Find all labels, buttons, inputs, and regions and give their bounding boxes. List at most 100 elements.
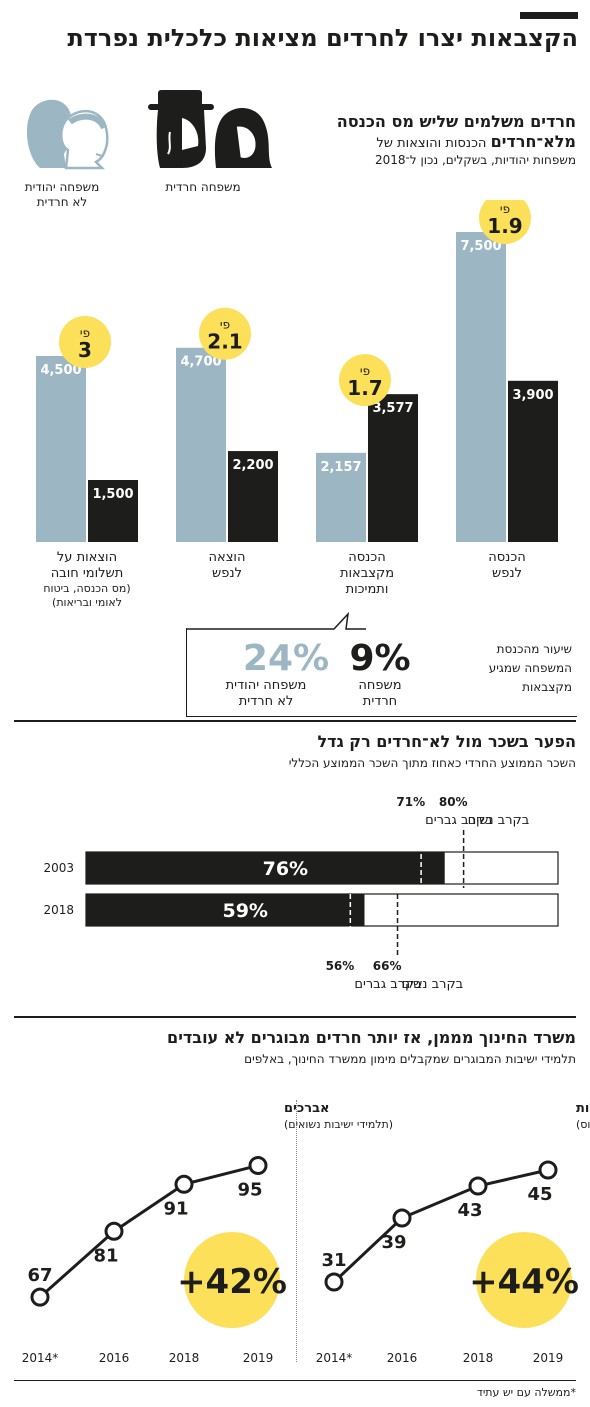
- bar-nonharedi: [316, 452, 366, 542]
- nonharedi-pct-label-line1: משפחה יהודית: [225, 678, 307, 693]
- ratio-value: 2.1: [207, 330, 242, 354]
- wage-marker-value: 56%: [326, 959, 355, 973]
- header-accent-bar: [520, 12, 578, 19]
- category-label: הוצאה: [208, 550, 246, 565]
- line-point: [104, 1221, 124, 1241]
- line-panel-title: אברכים: [284, 1101, 329, 1116]
- line-point-value: 45: [527, 1184, 552, 1205]
- callout-label-line1: שיעור מהכנסת: [496, 642, 572, 656]
- haredi-family-icon: [148, 90, 272, 168]
- category-label: לנפש: [492, 566, 522, 581]
- callout-pointer: [186, 612, 366, 630]
- haredi-pct-label: משפחה חרדית: [338, 678, 422, 710]
- family-illustrations: [26, 90, 272, 170]
- ratio-circle: [59, 316, 111, 368]
- change-circle: [476, 1232, 572, 1328]
- section-divider-1: [14, 720, 576, 722]
- line-point: [468, 1176, 488, 1196]
- bar-nonharedi-value: 2,157: [320, 460, 361, 475]
- wage-marker-group: בקרב נשים: [402, 977, 464, 992]
- bar-haredi: [228, 451, 278, 542]
- change-value: +42%: [177, 1262, 287, 1302]
- line-point: [30, 1287, 50, 1307]
- section3-subtitle: תלמידי ישיבות המבוגרים שמקבלים מימון ממש…: [244, 1052, 576, 1066]
- category-label: הוצאות על: [56, 550, 118, 565]
- category-label: לנפש: [212, 566, 242, 581]
- bar-haredi: [368, 394, 418, 542]
- ratio-value: 1.7: [347, 376, 382, 400]
- line-x-label: 2014*: [22, 1351, 59, 1365]
- section-divider-2: [14, 1016, 576, 1018]
- ratio-prefix: פי: [220, 318, 230, 332]
- ratio-circle: [199, 307, 251, 360]
- line-x-label: 2016: [387, 1351, 418, 1365]
- line-x-label: 2016: [99, 1351, 130, 1365]
- footnote-divider: [14, 1380, 576, 1381]
- line-point-value: 39: [381, 1232, 406, 1253]
- section2-title: הפער בשכר מול לא־חרדים רק גדל: [317, 732, 577, 751]
- wage-marker-value: 66%: [373, 959, 402, 973]
- line-panel-title: תלמידי ישיבות גדולות: [576, 1101, 590, 1116]
- section1-title-line1: חרדים משלמים שליש מס הכנסה: [336, 112, 576, 131]
- line-panel-subtitle: (תלמידי ישיבות נשואים): [284, 1118, 393, 1131]
- panel-divider: [296, 1100, 297, 1362]
- income-bar-chart: 7,5003,900פי1.92,1573,577פי1.74,7002,200…: [36, 200, 558, 542]
- nonharedi-pct-label-line2: לא חרדית: [238, 694, 294, 709]
- ratio-prefix: פי: [80, 326, 90, 340]
- haredi-family-label: משפחה חרדית: [165, 180, 241, 194]
- change-circle: [184, 1232, 280, 1328]
- ratio-circle: [339, 354, 391, 407]
- category-label: הכנסה: [488, 550, 526, 565]
- callout-box: [186, 628, 577, 717]
- nonharedi-family-label-line2: לא חרדית: [36, 195, 88, 209]
- section1-title-line2: מלא־חרדים הכנסות והוצאות של: [337, 132, 576, 154]
- line-panel-subtitle: (רווקים בגילאי 17 פלוס): [576, 1118, 590, 1131]
- bar-haredi: [88, 480, 138, 542]
- category-note: (מס הכנסה, ביטוח: [43, 582, 131, 595]
- line-point: [324, 1272, 344, 1292]
- wage-bar-haredi: [86, 852, 445, 884]
- nonharedi-pct-label: משפחה יהודית לא חרדית: [206, 678, 326, 710]
- section3-title: משרד החינוך מממן, אז יותר חרדים מבוגרים …: [167, 1028, 576, 1047]
- change-value: +44%: [469, 1262, 579, 1302]
- line-point-value: 91: [163, 1198, 188, 1219]
- ratio-value: 1.9: [487, 214, 522, 238]
- callout-label-line2: המשפחה שמגיע: [488, 661, 572, 675]
- haredi-pct-label-line2: חרדית: [362, 694, 398, 709]
- section1-title-rest: הכנסות והוצאות של: [376, 136, 491, 151]
- section1-title: חרדים משלמים שליש מס הכנסה מלא־חרדים הכנ…: [337, 112, 576, 154]
- line-point: [174, 1174, 194, 1194]
- nonharedi-pct: 24%: [242, 638, 330, 679]
- line-x-label: 2018: [463, 1351, 494, 1365]
- ratio-prefix: פי: [500, 202, 510, 216]
- haredi-pct: 9%: [349, 638, 411, 679]
- line-series: [332, 1168, 549, 1284]
- wage-bar-haredi: [86, 894, 365, 926]
- line-x-label: 2014*: [316, 1351, 353, 1365]
- section2-subtitle: השכר הממוצע החרדי כאחוז מתוך השכר הממוצע…: [288, 756, 576, 770]
- bar-nonharedi: [176, 347, 226, 542]
- bar-nonharedi-value: 7,500: [460, 239, 501, 254]
- bar-nonharedi: [36, 356, 86, 542]
- line-x-label: 2018: [169, 1351, 200, 1365]
- line-point-value: 95: [237, 1180, 262, 1201]
- category-label: ותמיכות: [345, 582, 389, 597]
- wage-bar-value: 59%: [222, 900, 267, 922]
- line-point-value: 43: [457, 1200, 482, 1221]
- nonharedi-family-icon: [26, 99, 109, 170]
- wage-year-label: 2018: [43, 903, 74, 917]
- wage-bar-value: 76%: [263, 858, 308, 880]
- callout-label-line3: מקצבאות: [522, 680, 572, 694]
- wage-marker-value: 71%: [396, 795, 425, 809]
- category-label: מקצבאות: [339, 566, 395, 581]
- wage-marker-group: בקרב גברים: [425, 813, 492, 828]
- line-x-label: 2019: [533, 1351, 564, 1365]
- line-point: [248, 1156, 268, 1175]
- bar-nonharedi-value: 4,500: [40, 363, 81, 378]
- ratio-value: 3: [78, 338, 92, 362]
- ratio-prefix: פי: [360, 364, 370, 378]
- bar-nonharedi: [456, 232, 506, 542]
- line-point: [538, 1160, 558, 1180]
- haredi-pct-label-line1: משפחה: [358, 678, 402, 693]
